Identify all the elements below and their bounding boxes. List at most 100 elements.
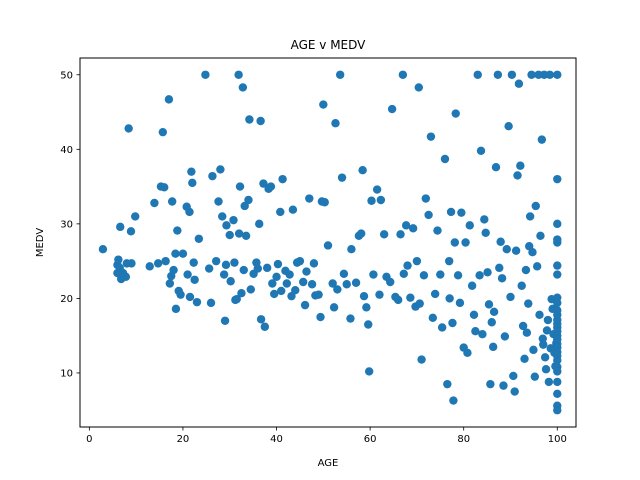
data-point — [509, 371, 518, 381]
data-point — [483, 268, 492, 277]
data-point — [268, 279, 277, 288]
data-point — [461, 238, 470, 247]
data-point — [206, 298, 216, 308]
data-point — [489, 307, 499, 317]
data-point — [185, 292, 195, 302]
data-point — [351, 278, 361, 287]
data-point — [376, 195, 386, 205]
data-point — [524, 299, 533, 308]
data-point — [495, 263, 504, 273]
data-point — [544, 377, 554, 387]
data-point — [253, 264, 263, 273]
data-point — [387, 104, 397, 114]
data-point — [553, 406, 562, 415]
data-point — [161, 256, 170, 266]
data-point — [319, 100, 328, 109]
data-point — [131, 212, 140, 221]
data-point — [463, 348, 472, 358]
data-point — [528, 247, 537, 257]
data-point — [510, 387, 519, 396]
data-point — [535, 310, 544, 320]
data-point — [167, 197, 177, 206]
data-point — [446, 207, 456, 217]
data-point — [497, 274, 507, 283]
data-point — [545, 70, 554, 79]
data-point — [511, 246, 521, 255]
data-point — [450, 238, 460, 247]
data-point — [506, 292, 515, 302]
data-point — [396, 230, 405, 239]
data-point — [171, 304, 181, 314]
data-point — [285, 270, 294, 279]
data-point — [449, 396, 458, 405]
data-point — [430, 289, 440, 299]
data-point — [514, 79, 524, 88]
data-point — [323, 241, 333, 250]
data-point — [417, 355, 426, 364]
data-point — [320, 198, 329, 207]
data-point — [491, 163, 501, 172]
data-point — [444, 256, 454, 266]
data-point — [393, 295, 403, 305]
data-point — [536, 231, 545, 240]
data-point — [291, 286, 300, 295]
x-tick-label: 40 — [270, 434, 283, 445]
data-point — [445, 294, 454, 303]
data-point — [406, 293, 415, 302]
data-point — [386, 277, 395, 287]
data-point — [357, 229, 366, 238]
data-point — [455, 298, 465, 308]
data-point — [234, 229, 244, 238]
data-point — [98, 245, 108, 254]
data-point — [415, 299, 424, 308]
data-point — [226, 277, 235, 286]
data-point — [480, 215, 489, 224]
data-point — [532, 262, 542, 271]
data-point — [412, 256, 422, 266]
data-point — [419, 271, 429, 280]
data-point — [160, 183, 169, 192]
data-point — [124, 124, 133, 133]
x-tick-label: 60 — [364, 434, 377, 445]
data-point — [273, 259, 283, 269]
y-tick-label: 40 — [60, 145, 73, 156]
data-point — [553, 174, 562, 184]
data-point — [333, 285, 342, 294]
data-point — [244, 195, 253, 205]
data-point — [367, 196, 376, 205]
data-point — [262, 263, 272, 273]
data-point — [469, 310, 479, 320]
data-point — [522, 328, 532, 337]
data-point — [178, 249, 188, 258]
data-point — [504, 122, 513, 131]
data-point — [295, 256, 305, 266]
data-point — [216, 165, 225, 174]
data-point — [309, 259, 319, 268]
data-point — [553, 389, 562, 399]
data-point — [192, 297, 202, 307]
data-point — [433, 226, 442, 235]
data-point — [282, 279, 292, 288]
data-point — [346, 314, 355, 323]
data-point — [219, 270, 229, 279]
data-point — [260, 322, 270, 331]
data-point — [516, 161, 525, 170]
data-point — [114, 255, 123, 264]
data-point — [379, 230, 389, 239]
data-point — [189, 258, 198, 267]
data-point — [256, 315, 266, 324]
axes-frame — [79, 57, 577, 428]
data-point — [300, 300, 310, 310]
data-point — [362, 303, 371, 312]
data-point — [150, 198, 159, 208]
data-point — [225, 230, 234, 240]
data-point — [403, 261, 412, 270]
data-point — [187, 167, 196, 176]
data-point — [525, 212, 535, 221]
data-point — [127, 259, 136, 268]
data-point — [436, 270, 445, 279]
data-point — [329, 303, 339, 312]
data-point — [398, 70, 408, 79]
data-point — [245, 115, 254, 124]
